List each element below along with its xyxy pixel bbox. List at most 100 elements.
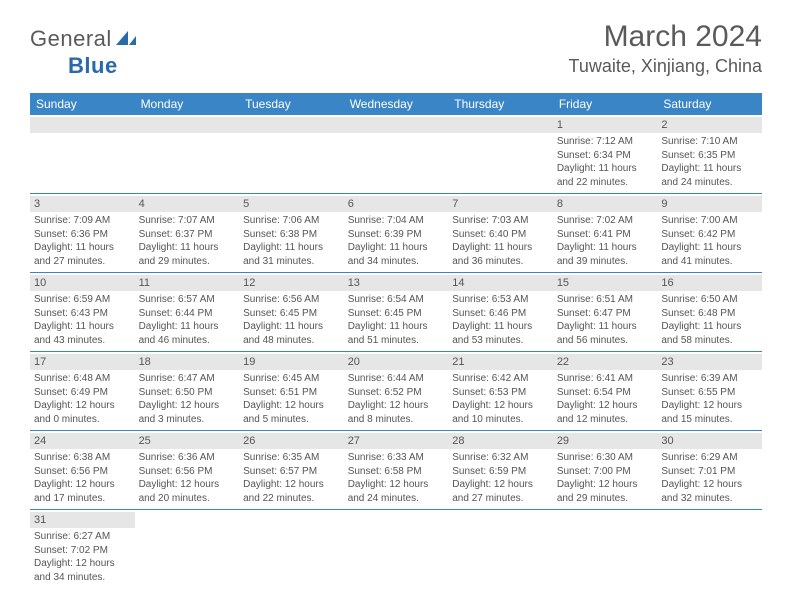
day-header-monday: Monday (135, 93, 240, 115)
day-number: 27 (344, 433, 449, 449)
calendar-cell: 6 Sunrise: 7:04 AMSunset: 6:39 PMDaylight… (344, 194, 449, 273)
day-number: 13 (344, 275, 449, 291)
calendar-cell: 10Sunrise: 6:59 AMSunset: 6:43 PMDayligh… (30, 273, 135, 352)
day-info: Sunrise: 7:06 AMSunset: 6:38 PMDaylight:… (243, 214, 340, 268)
day-info: Sunrise: 6:56 AMSunset: 6:45 PMDaylight:… (243, 293, 340, 347)
day-number: 7 (448, 196, 553, 212)
day-info: Sunrise: 6:48 AMSunset: 6:49 PMDaylight:… (34, 372, 131, 426)
day-info: Sunrise: 6:44 AMSunset: 6:52 PMDaylight:… (348, 372, 445, 426)
day-number: 28 (448, 433, 553, 449)
calendar-cell: 3Sunrise: 7:09 AMSunset: 6:36 PMDaylight… (30, 194, 135, 273)
day-header-wednesday: Wednesday (344, 93, 449, 115)
calendar-cell: 20Sunrise: 6:44 AMSunset: 6:52 PMDayligh… (344, 352, 449, 431)
day-number: 25 (135, 433, 240, 449)
calendar-cell: 27 Sunrise: 6:33 AMSunset: 6:58 PMDayligh… (344, 431, 449, 510)
day-number: 12 (239, 275, 344, 291)
calendar-cell: 11 Sunrise: 6:57 AMSunset: 6:44 PMDayligh… (135, 273, 240, 352)
calendar-cell: 23 Sunrise: 6:39 AMSunset: 6:55 PMDayligh… (657, 352, 762, 431)
day-number: 15 (553, 275, 658, 291)
day-info: Sunrise: 6:35 AMSunset: 6:57 PMDaylight:… (243, 451, 340, 505)
day-number: 11 (135, 275, 240, 291)
day-number: 23 (657, 354, 762, 370)
calendar-cell: 9 Sunrise: 7:00 AMSunset: 6:42 PMDaylight… (657, 194, 762, 273)
day-number: 30 (657, 433, 762, 449)
day-header-sunday: Sunday (30, 93, 135, 115)
calendar-cell: 16 Sunrise: 6:50 AMSunset: 6:48 PMDayligh… (657, 273, 762, 352)
day-info: Sunrise: 6:39 AMSunset: 6:55 PMDaylight:… (661, 372, 758, 426)
empty-day-header (344, 117, 449, 133)
day-info: Sunrise: 6:36 AMSunset: 6:56 PMDaylight:… (139, 451, 236, 505)
calendar-row: 17 Sunrise: 6:48 AMSunset: 6:49 PMDayligh… (30, 352, 762, 431)
day-number: 31 (30, 512, 135, 528)
brand-text-2: Blue (68, 53, 118, 78)
calendar-cell: 29Sunrise: 6:30 AMSunset: 7:00 PMDayligh… (553, 431, 658, 510)
calendar-cell: 25 Sunrise: 6:36 AMSunset: 6:56 PMDayligh… (135, 431, 240, 510)
day-number: 4 (135, 196, 240, 212)
day-header-friday: Friday (553, 93, 658, 115)
day-info: Sunrise: 6:42 AMSunset: 6:53 PMDaylight:… (452, 372, 549, 426)
day-info: Sunrise: 7:07 AMSunset: 6:37 PMDaylight:… (139, 214, 236, 268)
day-header-tuesday: Tuesday (239, 93, 344, 115)
calendar-cell (553, 510, 658, 589)
calendar-row: 24Sunrise: 6:38 AMSunset: 6:56 PMDayligh… (30, 431, 762, 510)
day-header-row: SundayMondayTuesdayWednesdayThursdayFrid… (30, 93, 762, 115)
calendar-cell (448, 510, 553, 589)
calendar-cell: 30 Sunrise: 6:29 AMSunset: 7:01 PMDayligh… (657, 431, 762, 510)
day-number: 1 (553, 117, 658, 133)
month-title: March 2024 (569, 20, 762, 54)
day-number: 26 (239, 433, 344, 449)
calendar-cell: 1 Sunrise: 7:12 AMSunset: 6:34 PMDaylight… (553, 115, 658, 194)
day-info: Sunrise: 6:29 AMSunset: 7:01 PMDaylight:… (661, 451, 758, 505)
calendar-cell: 7 Sunrise: 7:03 AMSunset: 6:40 PMDaylight… (448, 194, 553, 273)
empty-day-header (239, 117, 344, 133)
calendar-cell: 21Sunrise: 6:42 AMSunset: 6:53 PMDayligh… (448, 352, 553, 431)
brand-text-1: General (30, 26, 112, 51)
calendar-cell: 26 Sunrise: 6:35 AMSunset: 6:57 PMDayligh… (239, 431, 344, 510)
day-number: 17 (30, 354, 135, 370)
calendar-cell (239, 115, 344, 194)
calendar-cell: 14Sunrise: 6:53 AMSunset: 6:46 PMDayligh… (448, 273, 553, 352)
calendar-cell (657, 510, 762, 589)
day-number: 22 (553, 354, 658, 370)
day-number: 5 (239, 196, 344, 212)
calendar-cell: 18 Sunrise: 6:47 AMSunset: 6:50 PMDayligh… (135, 352, 240, 431)
day-info: Sunrise: 6:51 AMSunset: 6:47 PMDaylight:… (557, 293, 654, 347)
day-info: Sunrise: 7:04 AMSunset: 6:39 PMDaylight:… (348, 214, 445, 268)
day-info: Sunrise: 6:33 AMSunset: 6:58 PMDaylight:… (348, 451, 445, 505)
empty-day-header (30, 117, 135, 133)
day-info: Sunrise: 7:12 AMSunset: 6:34 PMDaylight:… (557, 135, 654, 189)
day-number: 9 (657, 196, 762, 212)
calendar-cell: 19 Sunrise: 6:45 AMSunset: 6:51 PMDayligh… (239, 352, 344, 431)
day-info: Sunrise: 6:45 AMSunset: 6:51 PMDaylight:… (243, 372, 340, 426)
day-info: Sunrise: 7:03 AMSunset: 6:40 PMDaylight:… (452, 214, 549, 268)
calendar-cell: 2 Sunrise: 7:10 AMSunset: 6:35 PMDaylight… (657, 115, 762, 194)
title-area: March 2024 Tuwaite, Xinjiang, China (569, 20, 762, 77)
day-number: 18 (135, 354, 240, 370)
calendar-row: 10Sunrise: 6:59 AMSunset: 6:43 PMDayligh… (30, 273, 762, 352)
day-info: Sunrise: 7:00 AMSunset: 6:42 PMDaylight:… (661, 214, 758, 268)
calendar-cell: 28Sunrise: 6:32 AMSunset: 6:59 PMDayligh… (448, 431, 553, 510)
brand-sail-icon (114, 27, 140, 53)
brand-logo: General Blue (30, 26, 140, 79)
day-info: Sunrise: 6:47 AMSunset: 6:50 PMDaylight:… (139, 372, 236, 426)
calendar-cell: 22 Sunrise: 6:41 AMSunset: 6:54 PMDayligh… (553, 352, 658, 431)
day-number: 29 (553, 433, 658, 449)
day-number: 2 (657, 117, 762, 133)
day-number: 3 (30, 196, 135, 212)
calendar-cell: 17 Sunrise: 6:48 AMSunset: 6:49 PMDayligh… (30, 352, 135, 431)
calendar-cell: 31Sunrise: 6:27 AMSunset: 7:02 PMDayligh… (30, 510, 135, 589)
day-info: Sunrise: 7:10 AMSunset: 6:35 PMDaylight:… (661, 135, 758, 189)
day-info: Sunrise: 6:41 AMSunset: 6:54 PMDaylight:… (557, 372, 654, 426)
calendar-cell (448, 115, 553, 194)
calendar-cell (135, 115, 240, 194)
day-number: 24 (30, 433, 135, 449)
day-info: Sunrise: 6:50 AMSunset: 6:48 PMDaylight:… (661, 293, 758, 347)
day-number: 14 (448, 275, 553, 291)
day-number: 16 (657, 275, 762, 291)
day-info: Sunrise: 6:57 AMSunset: 6:44 PMDaylight:… (139, 293, 236, 347)
day-number: 6 (344, 196, 449, 212)
calendar-cell (30, 115, 135, 194)
calendar-cell: 4 Sunrise: 7:07 AMSunset: 6:37 PMDaylight… (135, 194, 240, 273)
day-info: Sunrise: 7:02 AMSunset: 6:41 PMDaylight:… (557, 214, 654, 268)
day-number: 19 (239, 354, 344, 370)
